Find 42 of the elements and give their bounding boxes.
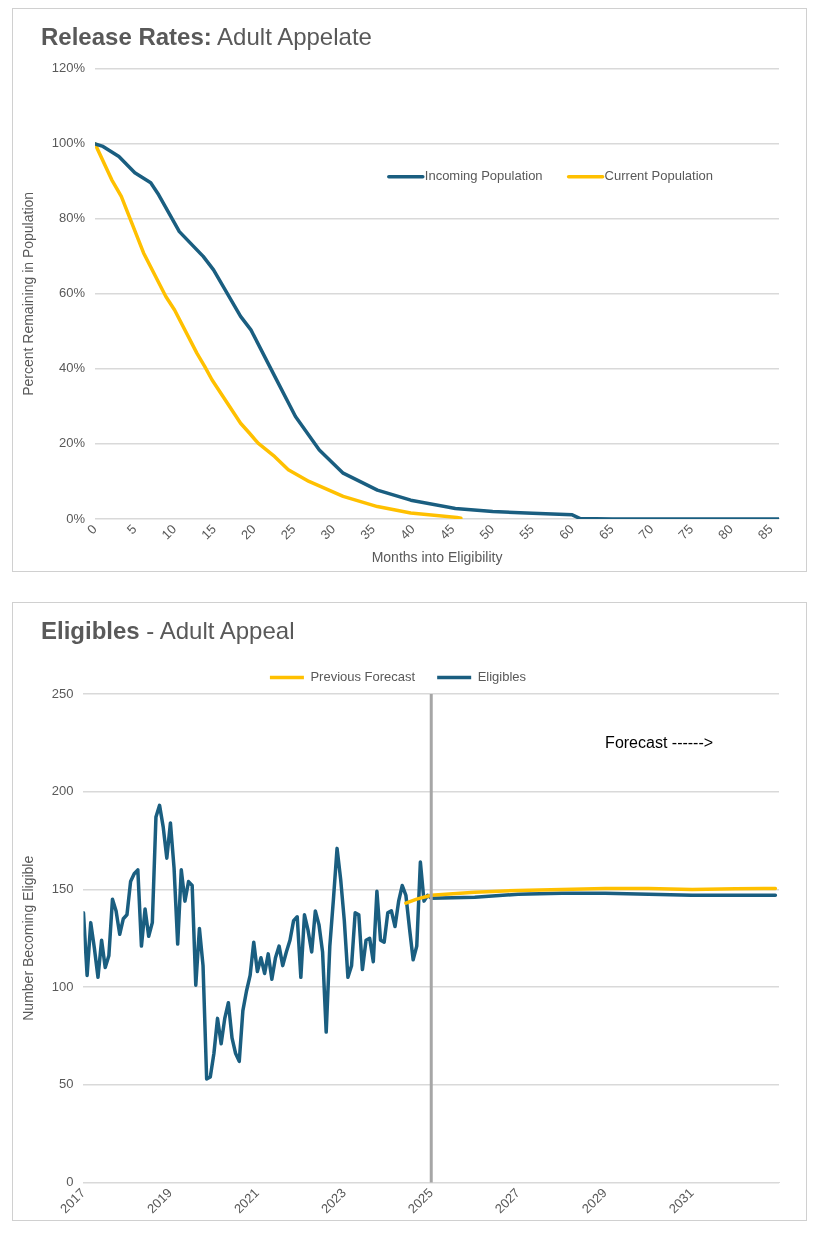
y-axis-title: Number Becoming Eligible <box>20 855 37 1021</box>
x-tick-label: 65 <box>595 521 617 543</box>
legend-label: Current Population <box>604 168 714 184</box>
x-tick-label: 30 <box>317 521 339 543</box>
x-tick-label: 15 <box>198 521 219 543</box>
y-tick-label: 40% <box>59 360 86 376</box>
x-tick-label: 75 <box>675 521 697 543</box>
x-tick-label: 55 <box>516 521 538 543</box>
y-tick-label: 20% <box>59 435 86 451</box>
legend-label: Previous Forecast <box>310 669 416 685</box>
x-tick-label: 40 <box>396 521 418 543</box>
y-tick-label: 0 <box>66 1174 74 1190</box>
x-tick-label: 20 <box>237 521 259 543</box>
chart-title: Release Rates: <box>41 23 212 50</box>
legend-label: Eligibles <box>477 669 527 685</box>
y-tick-label: 60% <box>59 285 86 301</box>
chart-title: Eligibles <box>41 617 140 644</box>
y-tick-label: 80% <box>59 210 86 226</box>
chart-subtitle: - Adult Appeal <box>145 617 295 644</box>
y-axis-title: Percent Remaining in Population <box>20 191 37 396</box>
x-tick-label: 50 <box>476 521 498 543</box>
x-tick-label: 5 <box>123 521 140 538</box>
y-tick-label: 250 <box>51 685 74 701</box>
x-axis-title: Months into Eligibility <box>371 549 503 566</box>
y-tick-label: 120% <box>51 60 86 76</box>
y-tick-label: 100 <box>51 978 74 994</box>
x-tick-label: 35 <box>357 521 379 543</box>
legend-label: Incoming Population <box>424 168 543 184</box>
x-tick-label: 70 <box>635 521 657 543</box>
x-tick-label: 80 <box>715 521 736 543</box>
y-tick-label: 150 <box>51 880 74 896</box>
x-tick-label: 60 <box>556 521 577 543</box>
annotation: Forecast ------> <box>605 734 714 752</box>
chart-subtitle: Adult Appelate <box>216 23 372 50</box>
y-tick-label: 200 <box>51 783 74 799</box>
y-tick-label: 0% <box>66 510 86 526</box>
x-tick-label: 85 <box>754 521 776 543</box>
y-tick-label: 100% <box>51 135 86 151</box>
x-tick-label: 10 <box>158 521 180 543</box>
y-tick-label: 50 <box>59 1076 74 1092</box>
x-tick-label: 45 <box>436 521 458 543</box>
x-tick-label: 25 <box>277 521 299 543</box>
